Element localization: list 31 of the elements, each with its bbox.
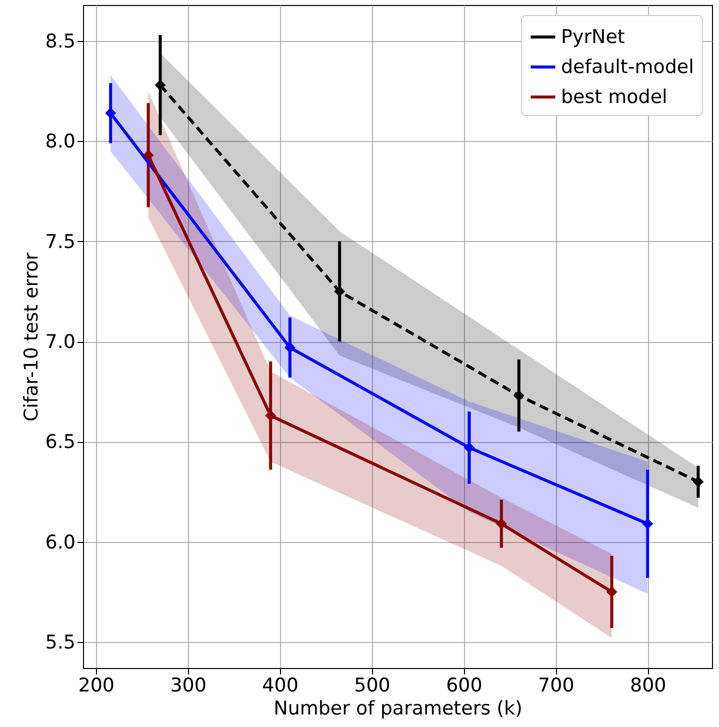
point	[142, 150, 154, 161]
point	[265, 410, 276, 422]
y-tick-label: 6.5	[45, 431, 76, 454]
legend-label: default-model	[561, 56, 694, 78]
y-tick-label: 8.0	[45, 130, 76, 153]
y-tick-label: 7.0	[45, 331, 76, 354]
point	[692, 476, 704, 488]
point	[105, 108, 116, 119]
x-tick-label: 600	[446, 674, 482, 696]
point	[154, 80, 166, 91]
x-tick-label: 700	[538, 674, 574, 696]
y-axis-title: Cifar-10 test error	[20, 252, 42, 422]
x-tick-label: 500	[354, 674, 390, 696]
point	[464, 442, 475, 454]
point	[496, 518, 507, 530]
legend-label: PyrNet	[561, 26, 625, 48]
x-tick-label: 300	[170, 674, 206, 696]
y-tick-label: 6.0	[45, 531, 76, 554]
x-tick-label: 400	[262, 674, 298, 696]
point	[642, 518, 654, 530]
legend-label: best model	[561, 86, 668, 108]
y-tick-label: 8.5	[45, 30, 76, 53]
point	[334, 286, 346, 297]
y-tick-label: 5.5	[45, 631, 76, 654]
point	[606, 586, 618, 598]
x-tick-label: 200	[78, 674, 115, 696]
point	[513, 390, 524, 402]
point	[284, 342, 296, 353]
x-axis-title: Number of parameters (k)	[274, 698, 522, 720]
y-tick-label: 7.5	[45, 230, 76, 253]
x-tick-label: 800	[630, 674, 666, 696]
